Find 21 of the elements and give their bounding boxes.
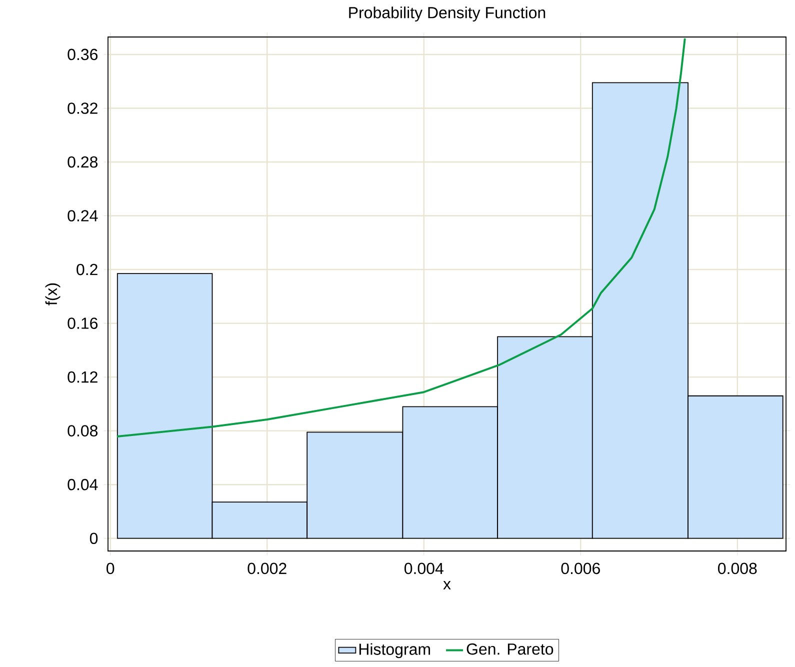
x-tick-label: 0.008 — [718, 562, 757, 574]
y-tick-label: 0.28 — [68, 156, 98, 168]
chart-title: Probability Density Function — [349, 6, 546, 22]
y-tick-label: 0.24 — [68, 210, 98, 222]
line-series — [116, 37, 686, 438]
y-tick-label: 0.2 — [76, 264, 98, 276]
x-tick-label: 0 — [106, 562, 114, 574]
y-tick-label: 0.12 — [68, 371, 98, 383]
x-tick-label: 0.004 — [404, 562, 444, 574]
x-tick-label: 0.002 — [248, 562, 286, 574]
x-tick-label: 0.006 — [561, 562, 600, 574]
y-tick-label: 0.08 — [68, 425, 98, 436]
x-axis-title: x — [443, 580, 451, 590]
y-tick-label: 0.32 — [68, 102, 98, 114]
y-tick-label: 0.36 — [68, 48, 98, 60]
y-tick-label: 0.04 — [68, 478, 98, 490]
legend-label: Gen. Pareto — [466, 643, 554, 655]
legend-label: Histogram — [359, 643, 430, 658]
y-axis-title: f(x) — [45, 283, 60, 306]
y-tick-label: 0 — [90, 532, 98, 544]
y-tick-label: 0.16 — [68, 318, 98, 329]
